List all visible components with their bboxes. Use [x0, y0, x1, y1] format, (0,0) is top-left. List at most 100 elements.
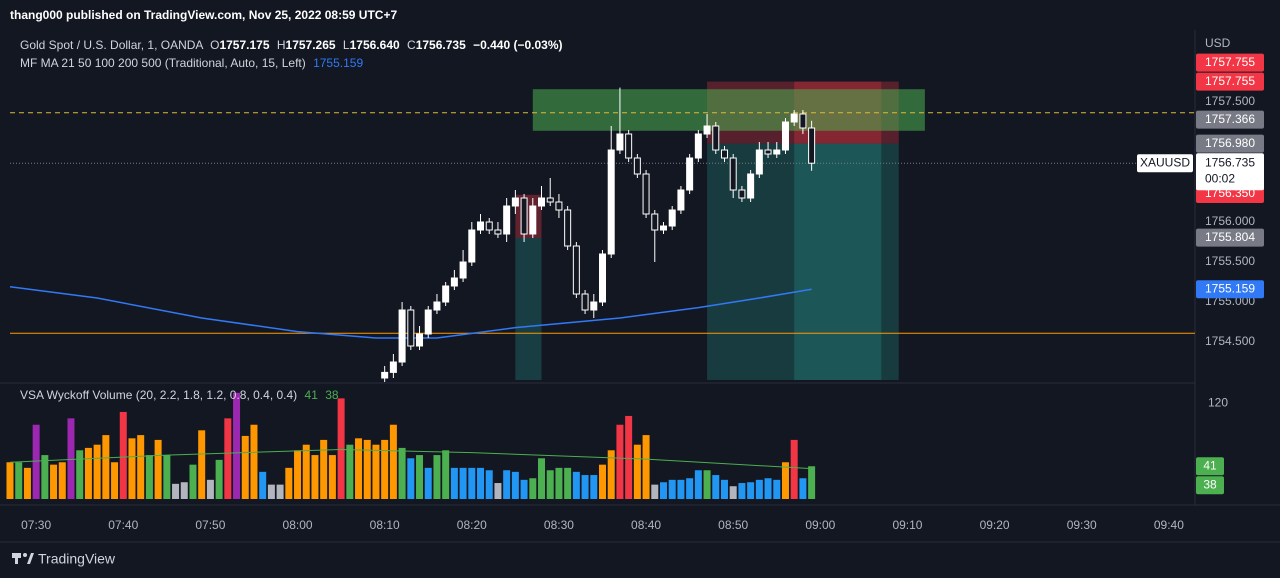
volume-bar [668, 479, 676, 499]
volume-bar [494, 483, 502, 499]
candle-body [808, 127, 816, 164]
volume-bar [442, 450, 450, 499]
candle-body [720, 149, 728, 159]
candle-body [764, 149, 772, 155]
candle-body [459, 261, 467, 279]
x-tick-label: 08:20 [457, 518, 487, 532]
volume-label: 38 [1203, 477, 1217, 491]
x-tick-label: 09:00 [805, 518, 835, 532]
candle-body [546, 197, 554, 203]
candle-body [494, 229, 502, 235]
candle-body [755, 149, 763, 175]
volume-bar [180, 482, 188, 499]
ma-line [9, 286, 812, 339]
x-tick-label: 09:10 [892, 518, 922, 532]
volume-label-box [1196, 476, 1224, 495]
ma-label: 1755.159 [1205, 281, 1255, 295]
volume-bar [546, 470, 554, 499]
legend-value: 1757.175 [219, 38, 269, 52]
volume-bar [389, 424, 397, 499]
volume-bar [468, 467, 476, 499]
candle-body [564, 209, 572, 247]
ma-label-box [1196, 280, 1264, 299]
volume-bar [503, 470, 511, 499]
volume-bar [58, 462, 66, 499]
candle-body [581, 293, 589, 311]
volume-bar [642, 435, 650, 499]
candle-body [773, 149, 781, 155]
volume-bar [93, 444, 101, 499]
candle-body [407, 309, 415, 347]
x-tick-label: 08:40 [631, 518, 661, 532]
volume-bar [790, 439, 798, 499]
price-label: 1757.366 [1205, 112, 1255, 126]
volume-bar [267, 484, 275, 499]
volume-bar [407, 458, 415, 499]
volume-bar [581, 475, 589, 499]
price-label-box [1196, 228, 1264, 247]
price-label: 1755.804 [1205, 230, 1255, 244]
price-label-box [1196, 134, 1264, 153]
volume-bar [285, 467, 293, 499]
volume-bar [477, 467, 485, 499]
candle-body [450, 277, 458, 287]
volume-bar [137, 435, 145, 499]
candle-body [389, 361, 397, 373]
candle-body [442, 285, 450, 303]
volume-bar [799, 478, 807, 499]
candle-body [651, 213, 659, 231]
volume-bar [50, 464, 58, 499]
y-tick-label: 1756.000 [1205, 214, 1255, 228]
y-unit: USD [1205, 36, 1231, 50]
volume-bar [625, 415, 633, 499]
volume-bar [520, 479, 528, 499]
volume-bar [259, 471, 267, 499]
candle-body [485, 221, 493, 231]
legend-label: L [343, 38, 350, 52]
y-tick-label: 1757.500 [1205, 94, 1255, 108]
candle-body [555, 201, 563, 211]
volume-bar [172, 483, 180, 499]
volume-bar [302, 444, 310, 499]
volume-bar [41, 455, 49, 499]
volume-value: 41 [305, 388, 319, 402]
volume-bar [511, 471, 519, 499]
x-tick-label: 07:50 [195, 518, 225, 532]
candle-body [781, 121, 789, 151]
candle-body [424, 309, 432, 335]
symbol-tag-box [1137, 154, 1193, 173]
volume-label-box [1196, 457, 1224, 476]
logo-slash [27, 553, 34, 564]
symbol-title: Gold Spot / U.S. Dollar, 1, OANDA [20, 38, 203, 52]
volume-bar [128, 438, 136, 499]
ma-value: 1755.159 [313, 56, 363, 70]
volume-legend: VSA Wyckoff Volume (20, 2.2, 1.8, 1.2, 0… [20, 388, 339, 402]
volume-bar [703, 470, 711, 499]
y-tick-label: 120 [1208, 395, 1228, 409]
candle-body [520, 197, 528, 235]
candle-body [477, 221, 485, 231]
volume-bar [450, 467, 458, 499]
volume-bar [23, 467, 31, 499]
volume-bar [119, 411, 127, 499]
volume-bar [363, 439, 371, 499]
current-price-box [1196, 153, 1264, 191]
candle-body [433, 301, 441, 311]
volume-bar [485, 470, 493, 499]
brand: TradingView [12, 551, 116, 567]
volume-bar [6, 462, 14, 499]
volume-bar [250, 424, 258, 499]
legend-value: 1757.265 [286, 38, 336, 52]
volume-bar [808, 466, 816, 499]
candle-body [659, 225, 667, 231]
ma-name: MF MA 21 50 100 200 500 (Traditional, Au… [20, 56, 306, 70]
logo-dot [23, 553, 27, 557]
candle-body [599, 253, 606, 303]
candle-body [633, 157, 641, 175]
candle-body [398, 309, 406, 363]
volume-bar [241, 435, 249, 499]
legend-label: C [407, 38, 416, 52]
volume-bar [189, 464, 197, 499]
volume-bar [163, 455, 171, 499]
